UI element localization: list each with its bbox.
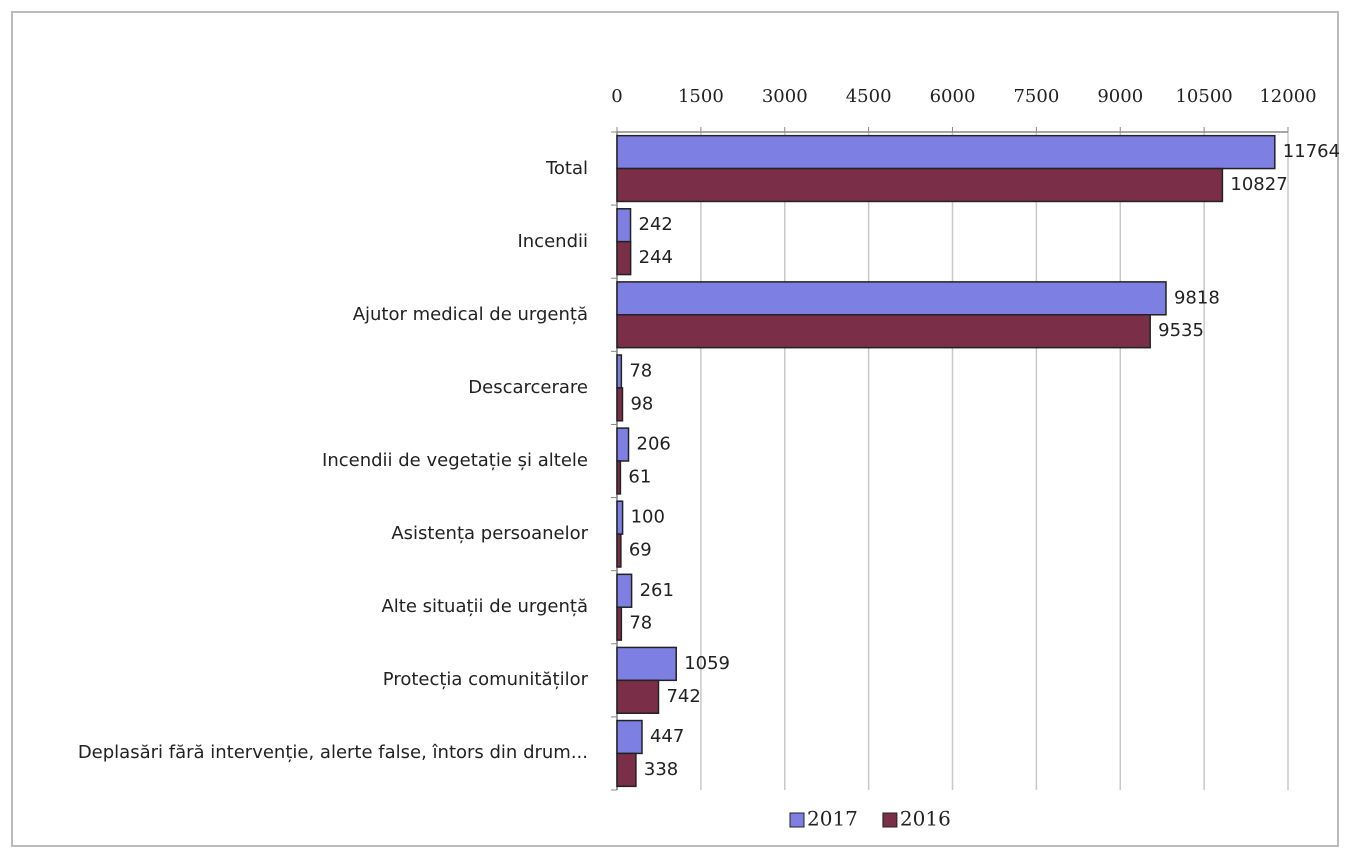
value-label: 100 (631, 507, 665, 528)
bar (616, 679, 660, 714)
legend-swatch (882, 812, 898, 828)
category-label: Descarcerare (468, 376, 588, 398)
category-label: Incendii (517, 230, 588, 252)
x-tick-label: 10500 (1175, 86, 1232, 107)
bar (616, 281, 1167, 316)
bar (616, 460, 622, 495)
value-label: 338 (644, 759, 678, 780)
x-tick-label: 0 (611, 86, 622, 107)
category-label: Incendii de vegetație și altele (322, 449, 588, 471)
x-tick-label: 9000 (1097, 86, 1143, 107)
bar (616, 533, 622, 568)
bar (616, 573, 633, 608)
bar (616, 646, 677, 682)
value-label: 1059 (684, 653, 730, 674)
category-label: Asistența persoanelor (391, 523, 588, 545)
bar (616, 314, 1151, 349)
bar (616, 606, 623, 641)
value-label: 11764 (1283, 141, 1340, 162)
value-label: 61 (628, 466, 651, 487)
bar (616, 134, 1276, 170)
value-label: 78 (629, 360, 652, 381)
frame (11, 11, 1339, 847)
bar (616, 167, 1224, 203)
bar (616, 427, 630, 462)
bar (616, 354, 623, 389)
x-tick-label: 6000 (930, 86, 976, 107)
value-label: 742 (666, 686, 700, 707)
bar (616, 719, 643, 755)
x-tick-label: 7500 (1013, 86, 1059, 107)
value-label: 9535 (1158, 320, 1204, 341)
value-label: 261 (640, 580, 674, 601)
x-tick-label: 4500 (846, 86, 892, 107)
bar (616, 208, 632, 243)
value-label: 10827 (1230, 174, 1287, 195)
value-label: 242 (639, 214, 673, 235)
legend-swatch (789, 812, 805, 828)
x-tick-label: 3000 (762, 86, 808, 107)
bar (616, 240, 632, 276)
bar (616, 752, 637, 788)
category-label: Protecția comunităților (382, 669, 588, 691)
x-tick-label: 1500 (678, 86, 724, 107)
legend-label: 2017 (807, 807, 858, 831)
x-tick-label: 12000 (1259, 86, 1316, 107)
bar (616, 387, 624, 422)
value-label: 69 (629, 540, 652, 561)
value-label: 206 (637, 434, 671, 455)
category-label: Deplasări fără intervenție, alerte false… (77, 742, 588, 764)
value-label: 9818 (1174, 287, 1220, 308)
value-label: 98 (630, 393, 653, 414)
value-label: 244 (639, 247, 673, 268)
value-label: 78 (629, 613, 652, 634)
legend-label: 2016 (900, 807, 951, 831)
category-label: Ajutor medical de urgență (352, 303, 588, 325)
value-label: 447 (650, 726, 684, 747)
bar (616, 500, 624, 535)
category-label: Total (545, 157, 588, 179)
category-label: Alte situații de urgență (381, 596, 588, 618)
